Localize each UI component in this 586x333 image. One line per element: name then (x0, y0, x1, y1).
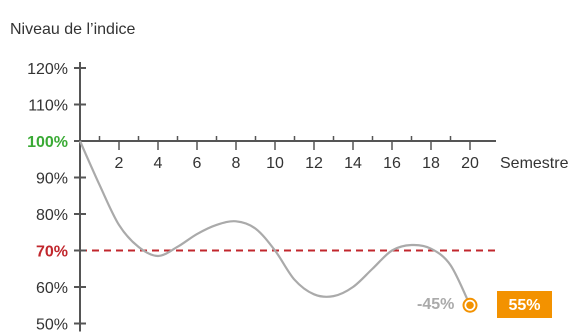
y-tick-label-50: 50% (36, 317, 68, 333)
x-tick-label-2: 2 (115, 155, 124, 172)
y-tick-label-100: 100% (27, 134, 68, 151)
y-tick-label-90: 90% (36, 171, 68, 188)
tick-labels: 50% 60% 70% 80% 90% 100% 110% 120% 2 4 6 8 10 12 14 16 1… (27, 61, 479, 333)
x-tick-label-8: 8 (232, 155, 241, 172)
x-tick-label-14: 14 (344, 155, 362, 172)
final-point-dot (466, 301, 474, 310)
x-tick-label-20: 20 (461, 155, 479, 172)
y-tick-label-120: 120% (27, 61, 68, 78)
axes (74, 62, 496, 332)
y-tick-label-70: 70% (36, 244, 68, 261)
series-line-0 (78, 140, 471, 306)
x-tick-label-12: 12 (305, 155, 323, 172)
y-tick-label-80: 80% (36, 207, 68, 224)
x-tick-label-6: 6 (193, 155, 202, 172)
final-value-text: 55% (508, 297, 540, 314)
final-value-badge (497, 291, 552, 318)
x-tick-label-18: 18 (422, 155, 440, 172)
x-tick-label-10: 10 (266, 155, 284, 172)
x-axis-title: Semestre (500, 155, 569, 172)
y-tick-label-110: 110% (28, 98, 68, 115)
performance-label: -45% (417, 296, 454, 313)
x-tick-label-4: 4 (154, 155, 163, 172)
series-layer (78, 140, 478, 313)
x-tick-label-16: 16 (383, 155, 401, 172)
y-axis-title: Niveau de l’indice (10, 21, 136, 38)
y-tick-label-60: 60% (36, 280, 68, 297)
